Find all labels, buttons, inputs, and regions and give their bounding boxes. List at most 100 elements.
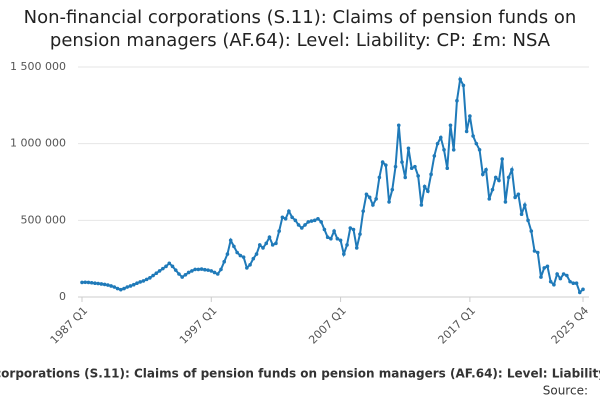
- point: [548, 279, 553, 284]
- point: [144, 277, 149, 282]
- point: [135, 281, 139, 286]
- point: [581, 287, 585, 292]
- point: [561, 272, 566, 276]
- point: [435, 141, 440, 146]
- y-tick-label: 1 500 000: [10, 60, 66, 73]
- point: [416, 174, 420, 178]
- point: [458, 77, 462, 82]
- point: [115, 286, 120, 291]
- x-tick-label: 2025 Q4: [549, 304, 592, 347]
- y-tick-label: 500 000: [21, 213, 67, 226]
- point: [309, 219, 314, 223]
- point: [183, 272, 188, 277]
- point: [429, 172, 433, 177]
- point: [80, 280, 84, 285]
- point: [422, 184, 427, 189]
- point: [526, 218, 530, 223]
- point: [384, 163, 388, 167]
- point: [222, 259, 227, 264]
- point: [93, 281, 97, 286]
- point: [102, 282, 107, 287]
- point: [390, 187, 395, 192]
- point: [209, 269, 214, 273]
- x-tick-label: 2017 Q1: [436, 304, 479, 347]
- y-tick-label: 0: [59, 290, 66, 303]
- point: [219, 267, 223, 272]
- point: [325, 235, 330, 239]
- point: [248, 263, 252, 267]
- point: [464, 129, 469, 134]
- point: [555, 272, 559, 276]
- point: [106, 283, 110, 287]
- caption: Non-financial corporations (S.11): Claim…: [0, 367, 600, 381]
- point: [251, 256, 256, 261]
- point: [354, 246, 359, 250]
- point: [377, 175, 382, 180]
- point: [445, 166, 450, 170]
- point: [141, 279, 146, 283]
- point: [348, 226, 353, 230]
- point: [510, 167, 514, 172]
- point: [96, 281, 100, 286]
- point: [274, 241, 278, 246]
- point: [380, 160, 385, 164]
- x-tick-label: 1987 Q1: [48, 304, 91, 347]
- point: [122, 286, 126, 291]
- point: [568, 279, 572, 284]
- point: [157, 269, 162, 273]
- point: [503, 200, 508, 204]
- point: [474, 141, 479, 146]
- line: [81, 76, 584, 295]
- point: [455, 98, 459, 103]
- point: [173, 268, 178, 272]
- point: [393, 164, 398, 169]
- point: [164, 264, 168, 269]
- x-tick-label: 1997 Q1: [177, 304, 220, 347]
- point: [426, 189, 430, 193]
- point: [232, 244, 236, 249]
- point: [419, 203, 424, 207]
- point: [497, 178, 501, 183]
- point: [371, 203, 375, 207]
- point: [287, 209, 291, 213]
- point: [461, 83, 466, 88]
- point: [358, 232, 362, 236]
- point: [206, 268, 210, 272]
- point: [506, 175, 511, 180]
- point: [109, 284, 113, 288]
- point: [432, 154, 437, 158]
- point: [267, 235, 272, 239]
- point: [186, 270, 191, 275]
- point: [128, 284, 133, 288]
- point: [345, 243, 349, 247]
- point: [413, 164, 417, 169]
- point: [335, 236, 340, 241]
- point: [303, 223, 307, 227]
- point: [254, 252, 259, 256]
- point: [516, 192, 521, 197]
- point: [131, 282, 136, 287]
- point: [468, 114, 472, 118]
- point: [299, 226, 304, 230]
- point: [193, 267, 197, 272]
- point: [487, 197, 492, 201]
- point: [438, 135, 443, 140]
- point: [532, 249, 537, 253]
- point: [332, 229, 336, 233]
- point: [112, 285, 117, 289]
- point: [542, 266, 547, 270]
- point: [319, 220, 323, 224]
- point: [148, 276, 152, 280]
- point: [448, 123, 453, 128]
- point: [212, 270, 217, 275]
- point: [241, 255, 246, 259]
- point: [264, 241, 269, 246]
- chart-title: Non-financial corporations (S.11): Claim…: [23, 7, 577, 51]
- point: [406, 146, 411, 151]
- point: [471, 134, 475, 138]
- point: [261, 246, 265, 250]
- point: [396, 123, 401, 128]
- point: [296, 223, 301, 227]
- point: [342, 252, 346, 256]
- point: [500, 157, 504, 161]
